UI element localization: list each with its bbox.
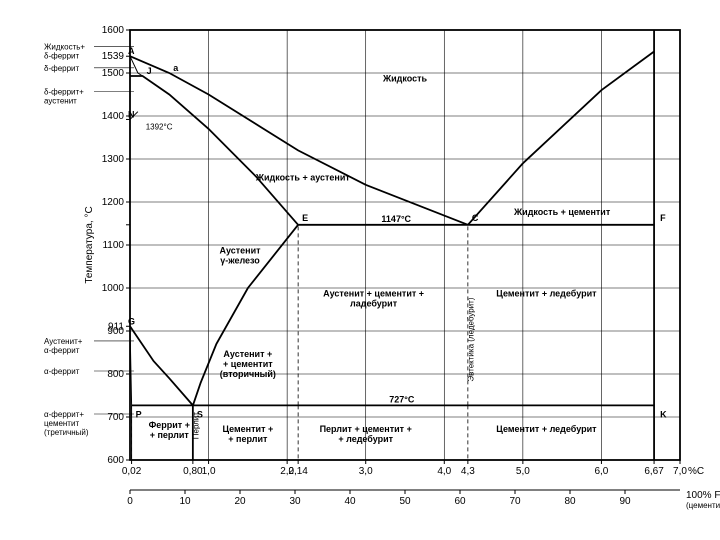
ytick-label: 1500: [102, 68, 125, 79]
point-K: K: [660, 409, 667, 419]
region-label: + перлит: [150, 430, 190, 440]
x-unit-lower2: (цементит): [686, 501, 720, 510]
label-1392: 1392°С: [146, 122, 173, 131]
left-anno: (третичный): [44, 428, 89, 437]
point-P: P: [136, 409, 142, 419]
xtick-label: 6,0: [594, 466, 608, 477]
region-label: Цементит +: [222, 424, 273, 434]
region-label: Феррит +: [149, 420, 190, 430]
x2tick-label: 40: [344, 496, 356, 507]
x2tick-label: 30: [289, 496, 301, 507]
ytick-label: 911: [108, 321, 124, 332]
region-label: Жидкость + аустенит: [255, 173, 351, 183]
ytick-label: 1200: [102, 197, 125, 208]
xtick-label: 5,0: [516, 466, 530, 477]
x-unit-lower: 100% Fe₃C: [686, 490, 720, 501]
ytick-label: 800: [107, 369, 124, 380]
left-anno: аустенит: [44, 97, 77, 106]
left-anno: δ-феррит: [44, 51, 80, 60]
ytick-label: 1300: [102, 154, 125, 165]
label-1147: 1147°С: [381, 214, 411, 224]
xtick-label: 2,14: [288, 466, 308, 477]
region-label: (вторичный): [220, 369, 276, 379]
point-A: A: [128, 46, 135, 56]
region-label: Аустенит: [219, 246, 261, 256]
ytick-label: 700: [107, 412, 124, 423]
left-anno: α-феррит+: [44, 410, 84, 419]
xtick-label: 3,0: [359, 466, 373, 477]
point-G: G: [128, 316, 135, 326]
ytick-label: 1100: [102, 240, 124, 251]
rotated-label: Перлит: [191, 412, 200, 440]
xtick-label: 0,02: [122, 466, 142, 477]
point-J: J: [147, 66, 152, 76]
left-anno: Аустенит+: [44, 337, 83, 346]
region-label: Жидкость + цементит: [513, 207, 611, 217]
x2tick-label: 0: [127, 496, 133, 507]
x-unit-upper: %С: [688, 466, 704, 477]
ytick-label: 1000: [102, 283, 125, 294]
left-anno: δ-феррит: [44, 64, 80, 73]
region-label: + перлит: [228, 434, 268, 444]
region-label: γ-железо: [220, 256, 260, 266]
x2tick-label: 20: [234, 496, 246, 507]
ytick-label: 600: [107, 455, 124, 466]
left-anno: α-феррит: [44, 367, 80, 376]
x2tick-label: 80: [564, 496, 576, 507]
x2tick-label: 60: [454, 496, 466, 507]
ytick-label: 1400: [102, 111, 125, 122]
region-label: + ледебурит: [338, 434, 393, 444]
point-F: F: [660, 213, 666, 223]
region-label: Аустенит +: [223, 349, 272, 359]
point-N: N: [128, 109, 135, 119]
x2tick-label: 50: [399, 496, 411, 507]
xtick-label: 7,0: [673, 466, 687, 477]
ytick-label: 1539: [102, 51, 125, 62]
region-label: ладебурит: [350, 299, 398, 309]
ytick-label: 1600: [102, 25, 125, 36]
x2tick-label: 10: [179, 496, 191, 507]
point-C: C: [472, 213, 479, 223]
left-anno: δ-феррит+: [44, 88, 84, 97]
xtick-label: 4,0: [437, 466, 451, 477]
left-anno: Жидкость+: [44, 42, 85, 51]
region-label: Перлит + цементит +: [320, 424, 412, 434]
y-axis-label: Температура, °С: [84, 206, 95, 283]
region-label: Аустенит + цементит +: [323, 289, 424, 299]
region-label: Цементит + ледебурит: [496, 424, 597, 434]
x2tick-label: 90: [619, 496, 631, 507]
xtick-label: 6,67: [644, 466, 664, 477]
region-label: + цементит: [223, 359, 273, 369]
point-E: E: [302, 213, 308, 223]
x2tick-label: 70: [509, 496, 521, 507]
xtick-label: 0,80: [183, 466, 203, 477]
rotated-label: Эвтектика (ледебурит): [466, 297, 475, 381]
region-label: Жидкость: [382, 74, 428, 84]
xtick-label: 1,0: [202, 466, 216, 477]
label-727: 727°С: [389, 394, 415, 404]
left-anno: α-феррит: [44, 346, 80, 355]
left-anno: цементит: [44, 419, 79, 428]
region-label: Цементит + ледебурит: [496, 289, 597, 299]
xtick-label: 4,3: [461, 466, 475, 477]
